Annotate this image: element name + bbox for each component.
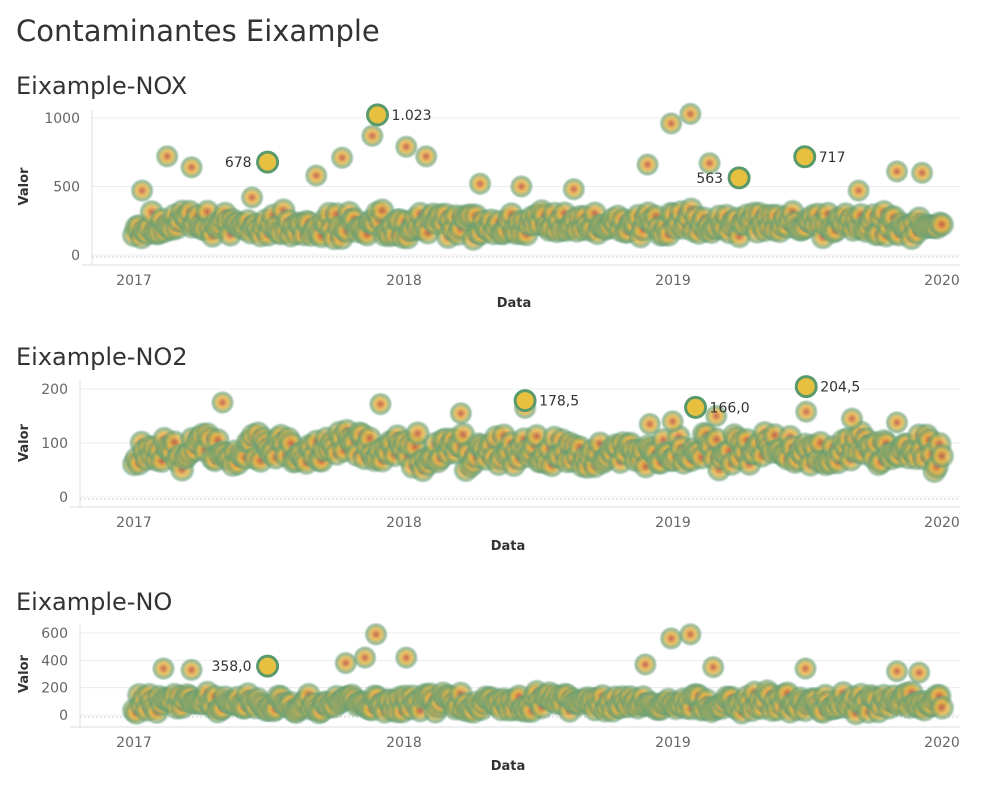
annotation-label: 1.023 — [392, 108, 432, 124]
annotated-point[interactable] — [513, 389, 537, 413]
data-point-peak — [793, 656, 818, 681]
data-point-peak — [509, 174, 534, 199]
chart-no: 358,0 0 200 400 600 2017 2018 2019 2020 Data Valor — [17, 622, 960, 774]
y-tick-label: 500 — [53, 180, 80, 196]
data-point-peak — [360, 123, 385, 148]
x-tick-label: 2020 — [924, 515, 960, 531]
data-point-peak — [659, 626, 684, 651]
x-tick-label: 2020 — [924, 735, 960, 751]
x-axis-label: Data — [491, 539, 526, 554]
data-point — [929, 211, 955, 238]
data-point-peak — [561, 177, 586, 202]
y-tick-label: 600 — [41, 626, 68, 642]
data-point-peak — [910, 160, 935, 185]
y-axis-label: Valor — [17, 654, 32, 693]
x-tick-label: 2019 — [655, 273, 691, 289]
points-layer — [121, 622, 955, 727]
y-tick-label: 200 — [41, 681, 68, 697]
x-tick-label: 2018 — [386, 735, 422, 751]
annotation-label: 678 — [225, 155, 252, 171]
x-tick-label: 2017 — [116, 515, 152, 531]
annotated-point[interactable] — [366, 103, 390, 127]
x-axis-label: Data — [497, 296, 532, 311]
data-point-peak — [155, 144, 180, 169]
annotated-point[interactable] — [684, 395, 708, 419]
data-point-peak — [130, 178, 155, 203]
data-point-peak — [637, 412, 662, 437]
annotated-point[interactable] — [256, 654, 280, 678]
annotation-label: 358,0 — [211, 659, 251, 675]
data-point-peak — [364, 622, 389, 647]
data-point-peak — [633, 652, 658, 677]
y-axis-label: Valor — [17, 423, 32, 462]
annotation-label: 178,5 — [539, 394, 579, 410]
y-tick-label: 1000 — [44, 111, 80, 127]
chart-no2: 178,5 166,0 204,5 0 100 200 2017 2018 2019 2020 Da… — [17, 375, 960, 554]
data-point-peak — [884, 659, 909, 684]
data-point-peak — [394, 134, 419, 159]
chart-title-no2: Eixample-NO2 — [16, 343, 188, 371]
y-tick-label: 0 — [59, 490, 68, 506]
y-tick-label: 0 — [59, 708, 68, 724]
data-point-peak — [635, 152, 660, 177]
chart-title-no: Eixample-NO — [16, 588, 173, 616]
data-point-peak — [678, 101, 703, 126]
annotation-label: 717 — [819, 150, 846, 166]
data-point — [929, 694, 955, 721]
x-tick-label: 2018 — [386, 515, 422, 531]
data-point-peak — [794, 399, 819, 424]
y-tick-label: 200 — [41, 382, 68, 398]
annotation-label: 204,5 — [820, 380, 860, 396]
data-point-peak — [660, 409, 685, 434]
points-layer — [121, 101, 955, 252]
data-point-peak — [151, 656, 176, 681]
data-point-peak — [330, 145, 355, 170]
data-point-peak — [414, 144, 439, 169]
y-tick-label: 100 — [41, 436, 68, 452]
data-point-peak — [304, 163, 329, 188]
x-tick-label: 2020 — [924, 273, 960, 289]
annotated-point[interactable] — [794, 375, 818, 399]
page-title: Contaminantes Eixample — [16, 14, 380, 48]
data-point-peak — [697, 151, 722, 176]
x-tick-label: 2017 — [116, 735, 152, 751]
data-point-peak — [839, 406, 864, 431]
data-point-peak — [352, 645, 377, 670]
data-point-peak — [368, 392, 393, 417]
annotation-label: 166,0 — [710, 400, 750, 416]
data-point-peak — [468, 171, 493, 196]
y-tick-label: 400 — [41, 653, 68, 669]
data-point-peak — [333, 651, 358, 676]
y-axis-label: Valor — [17, 167, 32, 206]
data-point-peak — [884, 159, 909, 184]
annotation-label: 563 — [696, 171, 723, 187]
annotated-point[interactable] — [793, 145, 817, 169]
x-tick-label: 2019 — [655, 735, 691, 751]
data-point-peak — [701, 655, 726, 680]
annotated-point[interactable] — [256, 150, 280, 174]
annotated-point[interactable] — [727, 166, 751, 190]
chart-title-nox: Eixample-NOX — [16, 72, 188, 100]
y-tick-label: 0 — [71, 248, 80, 264]
x-tick-label: 2018 — [386, 273, 422, 289]
x-tick-label: 2017 — [116, 273, 152, 289]
data-point-peak — [884, 410, 909, 435]
data-point-peak — [179, 657, 204, 682]
data-point-peak — [210, 390, 235, 415]
data-point-peak — [846, 178, 871, 203]
data-point-peak — [704, 404, 729, 428]
x-axis-label: Data — [491, 759, 526, 774]
data-point — [929, 442, 955, 469]
data-point-peak — [448, 401, 473, 426]
data-point-peak — [678, 622, 703, 647]
x-tick-label: 2019 — [655, 515, 691, 531]
data-point-peak — [394, 645, 419, 670]
chart-nox: 678 1.023 563 717 0 500 1000 2017 2018 2019 2020 Da… — [17, 101, 960, 311]
points-layer — [121, 390, 955, 485]
data-point-peak — [240, 185, 265, 210]
data-point-peak — [179, 155, 204, 180]
data-point-peak — [659, 111, 684, 136]
data-point-peak — [907, 660, 932, 685]
